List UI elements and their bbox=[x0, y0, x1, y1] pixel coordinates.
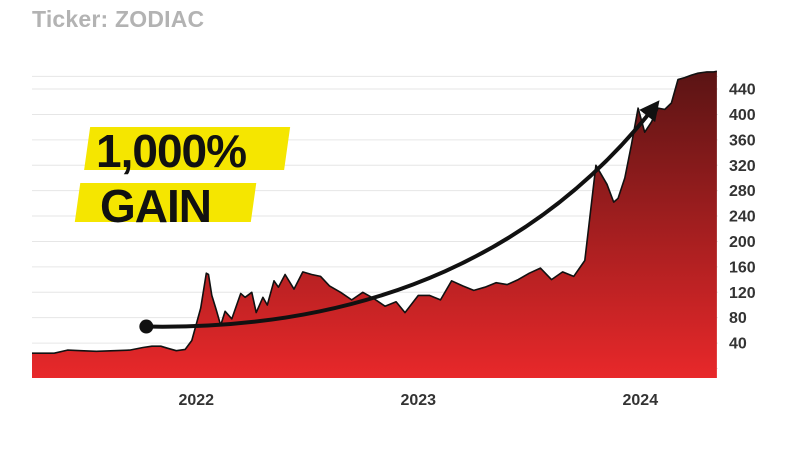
x-tick-label: 2024 bbox=[623, 392, 659, 409]
y-tick-label: 360 bbox=[729, 132, 756, 149]
y-tick-label: 120 bbox=[729, 285, 756, 302]
callout-line-2: GAIN bbox=[100, 180, 211, 232]
y-tick-label: 440 bbox=[729, 82, 756, 99]
x-axis-ticks: 2022 2023 2024 bbox=[178, 392, 658, 409]
gain-callout: 1,000% GAIN bbox=[74, 125, 291, 232]
trend-arrow-start-dot bbox=[139, 319, 154, 334]
callout-highlight-1 bbox=[84, 127, 291, 170]
y-tick-label: 40 bbox=[729, 336, 747, 353]
y-tick-label: 160 bbox=[729, 259, 756, 276]
y-tick-label: 280 bbox=[729, 183, 756, 200]
y-tick-label: 240 bbox=[729, 209, 756, 226]
price-line bbox=[32, 70, 718, 354]
y-tick-label: 400 bbox=[729, 107, 756, 124]
price-area-fill bbox=[32, 71, 717, 379]
callout-line-1: 1,000% bbox=[96, 125, 246, 177]
x-tick-label: 2023 bbox=[400, 392, 436, 409]
y-tick-label: 80 bbox=[729, 310, 747, 327]
ticker-title: Ticker: ZODIAC bbox=[32, 6, 205, 32]
callout-highlight-2 bbox=[74, 183, 257, 222]
trend-arrow bbox=[139, 100, 660, 334]
trend-arrow-path bbox=[144, 100, 660, 329]
y-tick-label: 320 bbox=[729, 158, 756, 175]
y-tick-label: 200 bbox=[729, 234, 756, 251]
x-tick-label: 2022 bbox=[178, 392, 214, 409]
price-area bbox=[32, 70, 718, 379]
y-axis-ticks: 40 80 120 160 200 240 280 320 360 400 440 bbox=[729, 82, 756, 353]
